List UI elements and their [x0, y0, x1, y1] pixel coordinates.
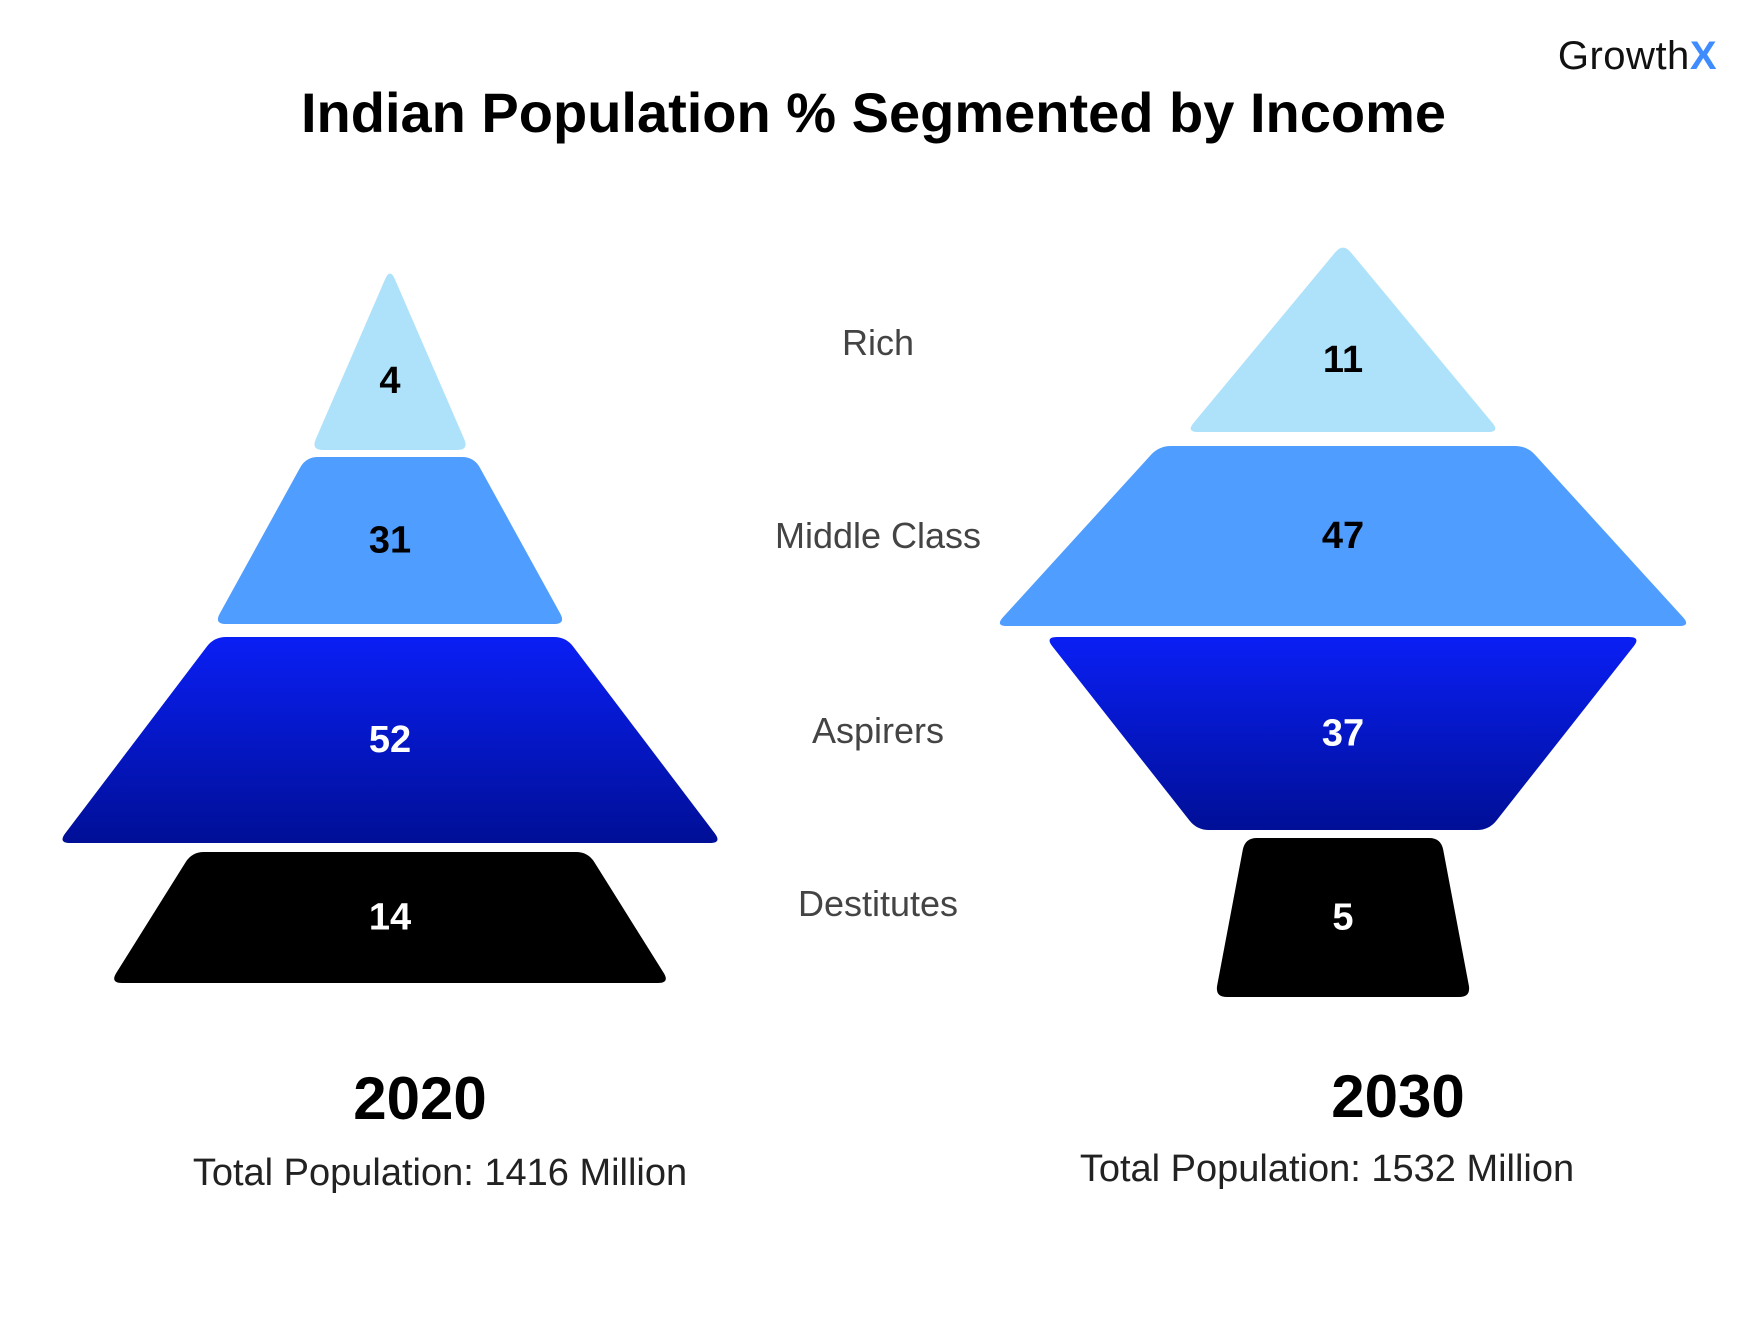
category-label-middle-class: Middle Class: [774, 515, 982, 556]
value-label-2030-rich: 11: [1323, 339, 1363, 381]
year-label-2030: 2030: [1331, 1063, 1465, 1130]
logo-text: Growth: [1557, 34, 1690, 78]
total-population-2020: Total Population: 1416 Million: [192, 1152, 688, 1194]
band-2020-rich: [314, 273, 466, 450]
year-label-2020: 2020: [353, 1065, 487, 1132]
chart-title: Indian Population % Segmented by Income: [300, 81, 1447, 144]
value-label-2030-destitutes: 5: [1332, 897, 1353, 939]
band-2020-aspirers: [62, 637, 718, 843]
band-2020-destitutes: [114, 852, 666, 983]
value-label-2020-middle-class: 31: [369, 520, 411, 562]
category-label-aspirers: Aspirers: [811, 710, 945, 751]
value-label-2020-destitutes: 14: [369, 897, 411, 939]
band-2020-middle-class: [217, 457, 563, 624]
category-label-destitutes: Destitutes: [797, 883, 959, 924]
pyramid-2020: 4 31 52 14: [62, 273, 718, 983]
band-2030-aspirers: [1049, 637, 1637, 830]
logo-x-mark: X: [1689, 34, 1717, 78]
total-population-2030: Total Population: 1532 Million: [1079, 1148, 1575, 1190]
pyramid-2030: 11 47 37 5: [999, 247, 1687, 997]
value-label-2020-rich: 4: [379, 360, 400, 402]
band-2030-rich: [1190, 247, 1496, 432]
band-2030-destitutes: [1216, 838, 1470, 997]
value-label-2030-middle-class: 47: [1322, 515, 1364, 557]
band-2030-middle-class: [999, 446, 1687, 626]
growthx-logo: GrowthX: [1558, 34, 1717, 79]
value-label-2030-aspirers: 37: [1322, 713, 1364, 755]
category-label-rich: Rich: [841, 322, 915, 363]
value-label-2020-aspirers: 52: [369, 719, 411, 761]
